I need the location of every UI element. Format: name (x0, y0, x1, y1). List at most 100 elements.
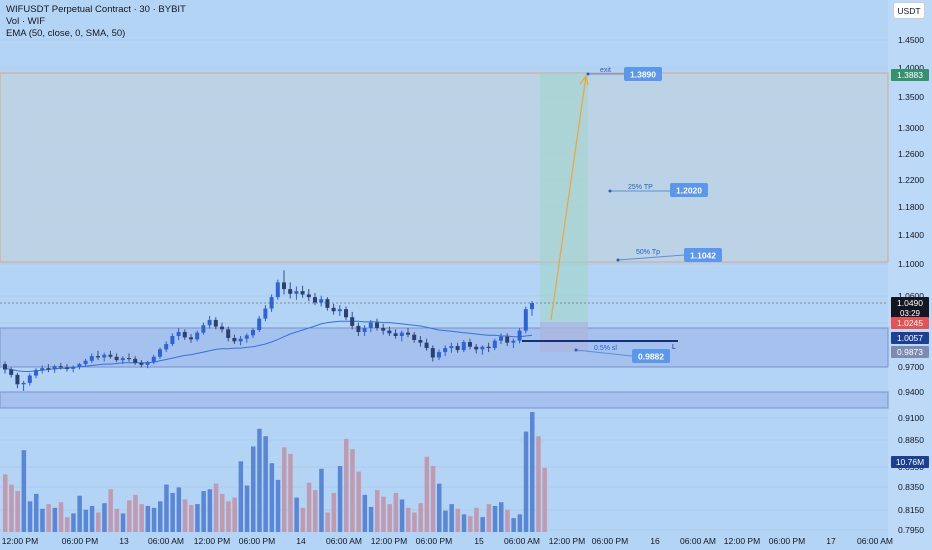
candle-body (313, 297, 317, 303)
volume-bar (344, 439, 349, 532)
volume-bar (331, 492, 337, 532)
volume-bar (449, 504, 454, 532)
annotation-sl-label: 0.5% sl (594, 345, 617, 352)
candle-body (461, 342, 466, 351)
annotation-25-tp[interactable]: 25% TP 1.2020 (608, 183, 709, 197)
volume-bar (325, 512, 330, 532)
candle-body (251, 329, 255, 336)
candle-body (455, 346, 460, 351)
support-zone (0, 391, 889, 409)
candle-body (282, 282, 286, 290)
candle-body (344, 309, 348, 318)
annotation-50-tp[interactable]: 50% Tp 1.1042 (616, 248, 723, 262)
x-tick-label: 17 (826, 536, 836, 546)
candle-body (232, 338, 237, 342)
ema-line (4, 320, 533, 372)
candle-body (46, 368, 51, 370)
y-tick-label: 0.9400 (898, 387, 924, 397)
symbol-title[interactable]: WIFUSDT Perpetual Contract · 30 · BYBIT (6, 4, 186, 15)
volume-bar (387, 504, 392, 532)
x-tick-label: 14 (296, 536, 306, 546)
volume-bar (368, 506, 374, 532)
candle-body (226, 329, 231, 339)
volume-bar (15, 491, 20, 532)
volume-bar (164, 484, 169, 532)
y-tick-label: 0.9100 (898, 413, 924, 423)
annotation-50-tp-label: 50% Tp (636, 249, 660, 256)
candle-body (294, 291, 299, 294)
y-tick-label: 0.8350 (898, 482, 924, 492)
candle-body (220, 326, 224, 330)
volume-bar (40, 508, 45, 532)
candle-body (65, 367, 69, 369)
volume-bar (201, 491, 206, 532)
volume-bar (511, 518, 516, 532)
candle-body (350, 317, 355, 326)
candle-body (96, 356, 100, 358)
candle-body (127, 358, 131, 360)
annotation-exit[interactable]: exit 1.3890 (586, 67, 663, 81)
volume-bar (356, 471, 361, 532)
price-badge (891, 317, 929, 329)
candle-body (375, 322, 379, 328)
volume-bar (102, 503, 107, 532)
volume-bar (399, 499, 405, 532)
x-tick-label: 06:00 AM (857, 536, 893, 546)
x-tick-label: 06:00 PM (239, 536, 275, 546)
volume-indicator-label[interactable]: Vol · WIF (6, 16, 46, 27)
candle-body (3, 364, 7, 370)
candle-body (34, 370, 38, 376)
candle-body (387, 330, 392, 334)
candle-body (89, 356, 94, 361)
candle-body (499, 336, 503, 341)
volume-bar (220, 493, 225, 532)
candle-body (430, 348, 435, 358)
candle-body (114, 356, 119, 361)
x-tick-label: 16 (650, 536, 660, 546)
candle-body (275, 282, 280, 298)
candle-body (9, 369, 14, 375)
volume-bar (306, 482, 312, 532)
volume-bar (182, 499, 188, 532)
candle-body (263, 308, 268, 319)
volume-bar (21, 450, 27, 532)
volume-bar (46, 504, 51, 532)
volume-bar (195, 504, 200, 532)
volume-bar (455, 508, 461, 532)
price-badge-text: 10.76M (896, 457, 924, 467)
y-tick-label: 1.1000 (898, 259, 924, 269)
volume-bar (468, 516, 473, 532)
candle-body (244, 335, 249, 339)
x-tick-label: 13 (119, 536, 129, 546)
currency-button[interactable]: USDT (893, 2, 925, 19)
volume-bar (65, 517, 70, 532)
y-tick-label: 1.0600 (898, 291, 924, 301)
volume-bar (437, 483, 442, 532)
candle-body (443, 348, 448, 353)
y-tick-label: 1.4500 (898, 35, 924, 45)
volume-bar (269, 463, 275, 532)
ema-indicator-label[interactable]: EMA (50, close, 0, SMA, 50) (6, 28, 126, 39)
volume-bar (381, 496, 386, 532)
y-tick-label: 0.7950 (898, 525, 924, 535)
volume-bar (530, 412, 535, 532)
chart-legend: WIFUSDT Perpetual Contract · 30 · BYBIT … (6, 4, 186, 40)
candle-body (306, 294, 311, 298)
candle-body (170, 336, 175, 345)
price-badge-text: 1.3883 (897, 70, 923, 80)
price-badge-text: 1.0490 (897, 298, 923, 308)
entry-zone (0, 327, 889, 368)
volume-bar (424, 456, 430, 532)
volume-bar (313, 490, 318, 532)
x-tick-label: 06:00 AM (148, 536, 184, 546)
y-tick-label: 1.1800 (898, 202, 924, 212)
volume-bar (418, 503, 423, 532)
candle-body (424, 342, 429, 349)
y-tick-label: 1.2200 (898, 175, 924, 185)
volume-bar (108, 489, 113, 532)
annotation-sl[interactable]: 0.5% sl 0.9882 (574, 345, 671, 363)
candle-body (71, 366, 76, 369)
candle-body (189, 337, 193, 340)
price-badge (891, 297, 929, 319)
